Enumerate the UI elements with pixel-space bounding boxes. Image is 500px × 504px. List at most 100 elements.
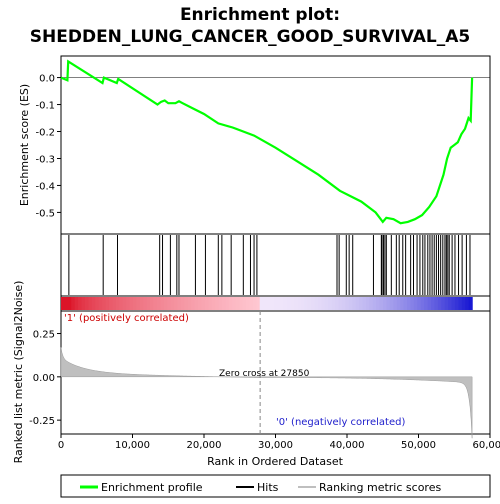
heat-bar-cell (455, 297, 459, 310)
heat-bar-cell (160, 297, 164, 310)
positive-correlation-label: '1' (positively correlated) (64, 313, 189, 324)
heat-bar-cell (315, 297, 319, 310)
heat-bar-cell (383, 297, 387, 310)
zero-cross-label: Zero cross at 27850 (219, 369, 310, 379)
heat-bar-cell (301, 297, 305, 310)
heat-bar-cell (345, 297, 349, 310)
heat-bar-cell (92, 297, 96, 310)
heat-bar-cell (362, 297, 366, 310)
heat-bar-cell (219, 297, 223, 310)
heat-bar-cell (212, 297, 216, 310)
heat-bar-cell (99, 297, 103, 310)
heat-bar-cell (260, 297, 264, 310)
heat-bar-cell (356, 297, 360, 310)
heat-bar-cell (154, 297, 158, 310)
x-tick-label: 0 (58, 440, 64, 451)
heat-bar-cell (171, 297, 175, 310)
heat-bar-cell (119, 297, 123, 310)
heat-bar-cell (404, 297, 408, 310)
heat-bar-cell (369, 297, 373, 310)
heat-bar-cell (469, 297, 473, 310)
heat-bar-cell (328, 297, 332, 310)
heat-bar-cell (229, 297, 233, 310)
heat-bar-cell (201, 297, 205, 310)
heat-bar-cell (102, 297, 106, 310)
heat-bar-cell (325, 297, 329, 310)
heat-bar-cell (263, 297, 267, 310)
x-tick-label: 20,000 (187, 440, 222, 451)
heat-bar-cell (239, 297, 243, 310)
heat-bar-cell (414, 297, 418, 310)
heat-bar-cell (458, 297, 462, 310)
heat-bar-cell (188, 297, 192, 310)
heat-bar-cell (85, 297, 89, 310)
heat-bar-cell (215, 297, 219, 310)
heat-bar-cell (366, 297, 370, 310)
heat-bar-cell (126, 297, 130, 310)
heat-bar-cell (88, 297, 92, 310)
es-ytick-label: -0.5 (35, 208, 55, 219)
heat-bar-cell (246, 297, 250, 310)
heat-bar-cell (232, 297, 236, 310)
heat-bar-cell (287, 297, 291, 310)
legend-hits-label: Hits (257, 481, 279, 494)
chart-title-line1: Enrichment plot: (180, 5, 340, 25)
heat-bar-cell (61, 297, 65, 310)
heat-bar-cell (267, 297, 271, 310)
heat-bar-cell (116, 297, 120, 310)
es-ytick-label: -0.3 (35, 154, 55, 165)
chart-title-line2: SHEDDEN_LUNG_CANCER_GOOD_SURVIVAL_A5 (30, 27, 470, 47)
heat-bar-cell (349, 297, 353, 310)
heat-bar-cell (243, 297, 247, 310)
heat-bar-cell (82, 297, 86, 310)
heat-bar-cell (407, 297, 411, 310)
heat-bar-cell (304, 297, 308, 310)
heat-bar-cell (130, 297, 134, 310)
heat-bar-cell (157, 297, 161, 310)
heat-bar-cell (191, 297, 195, 310)
heat-bar-cell (376, 297, 380, 310)
legend: Enrichment profile Hits Ranking metric s… (61, 475, 490, 497)
heat-bar-cell (205, 297, 209, 310)
heat-bar-cell (428, 297, 432, 310)
heat-bar-cell (339, 297, 343, 310)
heat-bar-cell (462, 297, 466, 310)
metric-ytick-label: 0.00 (33, 373, 55, 384)
heat-bar-cell (332, 297, 336, 310)
heat-bar-cell (352, 297, 356, 310)
heat-bar-cell (68, 297, 72, 310)
hits-panel-frame (61, 234, 490, 296)
es-ytick-label: 0.0 (39, 74, 55, 85)
heat-bar-cell (311, 297, 315, 310)
heat-bar-cell (143, 297, 147, 310)
x-tick-label: 50,000 (401, 440, 436, 451)
heat-bar-cell (184, 297, 188, 310)
heat-bar (61, 296, 490, 311)
heat-bar-cell (421, 297, 425, 310)
hits-panel (61, 234, 490, 296)
heat-bar-cell (424, 297, 428, 310)
heat-bar-cell (280, 297, 284, 310)
heat-bar-cell (222, 297, 226, 310)
heat-bar-cell (321, 297, 325, 310)
heat-bar-cell (386, 297, 390, 310)
heat-bar-cell (174, 297, 178, 310)
metric-ytick-label: 0.25 (33, 330, 55, 341)
heat-bar-cell (236, 297, 240, 310)
heat-bar-cell (208, 297, 212, 310)
heat-bar-cell (64, 297, 68, 310)
heat-bar-cell (225, 297, 229, 310)
heat-bar-cell (297, 297, 301, 310)
heat-bar-cell (177, 297, 181, 310)
es-ytick-label: -0.1 (35, 101, 55, 112)
heat-bar-cell (390, 297, 394, 310)
heat-bar-cell (373, 297, 377, 310)
x-tick-label: 40,000 (330, 440, 365, 451)
heat-bar-cell (294, 297, 298, 310)
heat-bar-cell (256, 297, 260, 310)
heat-bar-cell (150, 297, 154, 310)
heat-bar-cell (342, 297, 346, 310)
heat-bar-cell (465, 297, 469, 310)
